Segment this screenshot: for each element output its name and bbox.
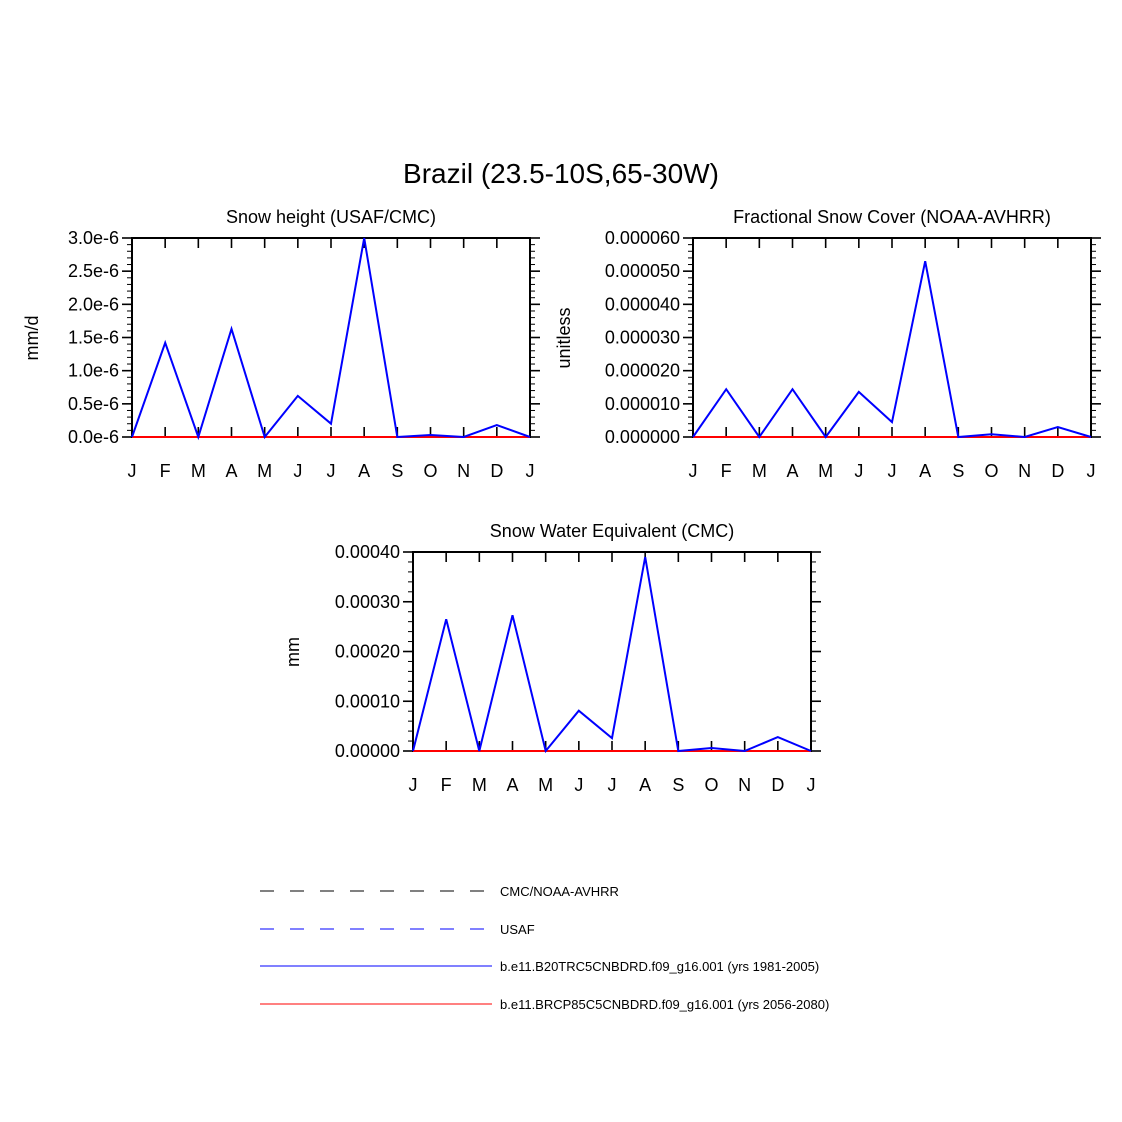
x-tick-label: A — [639, 775, 651, 795]
x-tick-label: O — [984, 461, 998, 481]
y-tick-label: 0.00040 — [335, 542, 400, 562]
y-axis-label: mm/d — [22, 316, 42, 361]
x-tick-label: J — [807, 775, 816, 795]
x-tick-label: A — [358, 461, 370, 481]
legend-label: b.e11.B20TRC5CNBDRD.f09_g16.001 (yrs 198… — [500, 959, 819, 974]
y-tick-label: 0.00000 — [335, 741, 400, 761]
series-line-0 — [131, 237, 531, 441]
x-tick-label: O — [704, 775, 718, 795]
x-tick-label: J — [327, 461, 336, 481]
y-tick-label: 2.5e-6 — [68, 261, 119, 281]
x-tick-label: J — [608, 775, 617, 795]
x-tick-label: M — [472, 775, 487, 795]
x-tick-label: M — [191, 461, 206, 481]
x-tick-label: D — [771, 775, 784, 795]
x-tick-label: N — [457, 461, 470, 481]
y-tick-label: 1.5e-6 — [68, 328, 119, 348]
x-tick-label: J — [1087, 461, 1096, 481]
legend: CMC/NOAA-AVHRR USAF b.e11.B20TRC5CNBDRD.… — [260, 884, 829, 1012]
x-tick-label: S — [672, 775, 684, 795]
y-tick-label: 0.000020 — [605, 361, 680, 381]
plot-marks: J F M A M J J A S O N D J0.0e-60.5e-61.0e-61.5e-62.0… — [68, 228, 540, 481]
x-tick-label: A — [786, 461, 798, 481]
y-tick-label: 0.000030 — [605, 328, 680, 348]
x-tick-label: A — [506, 775, 518, 795]
y-tick-label: 3.0e-6 — [68, 228, 119, 248]
x-tick-label: S — [952, 461, 964, 481]
x-tick-label: J — [409, 775, 418, 795]
x-tick-label: F — [441, 775, 452, 795]
legend-label: CMC/NOAA-AVHRR — [500, 884, 619, 899]
x-tick-label: N — [1018, 461, 1031, 481]
plot-marks: J F M A M J J A S O N D J0.0000000.0000100.0000200.0… — [605, 228, 1101, 481]
panel-title: Snow Water Equivalent (CMC) — [490, 521, 734, 541]
x-tick-label: A — [225, 461, 237, 481]
legend-item: CMC/NOAA-AVHRR — [260, 884, 619, 899]
x-tick-label: J — [854, 461, 863, 481]
panel-title: Snow height (USAF/CMC) — [226, 207, 436, 227]
x-tick-label: N — [738, 775, 751, 795]
x-tick-label: J — [888, 461, 897, 481]
y-tick-label: 0.000010 — [605, 394, 680, 414]
legend-item: b.e11.B20TRC5CNBDRD.f09_g16.001 (yrs 198… — [260, 959, 819, 974]
x-tick-label: M — [752, 461, 767, 481]
x-tick-label: O — [423, 461, 437, 481]
x-tick-label: D — [1051, 461, 1064, 481]
series-line-0 — [692, 260, 1092, 439]
main-title: Brazil (23.5-10S,65-30W) — [403, 158, 719, 189]
x-tick-label: D — [490, 461, 503, 481]
y-tick-label: 0.00020 — [335, 642, 400, 662]
y-tick-label: 1.0e-6 — [68, 361, 119, 381]
plot-frame — [692, 237, 1092, 438]
panel-title: Fractional Snow Cover (NOAA-AVHRR) — [733, 207, 1051, 227]
x-tick-label: F — [160, 461, 171, 481]
y-tick-label: 0.000000 — [605, 427, 680, 447]
y-tick-label: 0.000050 — [605, 261, 680, 281]
x-tick-label: J — [526, 461, 535, 481]
legend-label: b.e11.BRCP85C5CNBDRD.f09_g16.001 (yrs 20… — [500, 997, 829, 1012]
legend-item: USAF — [260, 922, 535, 937]
legend-item: b.e11.BRCP85C5CNBDRD.f09_g16.001 (yrs 20… — [260, 997, 829, 1012]
x-tick-label: J — [128, 461, 137, 481]
y-tick-label: 0.000040 — [605, 294, 680, 314]
series-line-0 — [412, 556, 812, 754]
y-tick-label: 0.00010 — [335, 691, 400, 711]
x-tick-label: A — [919, 461, 931, 481]
legend-label: USAF — [500, 922, 535, 937]
y-tick-label: 0.0e-6 — [68, 427, 119, 447]
y-tick-label: 0.00030 — [335, 592, 400, 612]
y-tick-label: 2.0e-6 — [68, 294, 119, 314]
y-tick-label: 0.5e-6 — [68, 394, 119, 414]
x-tick-label: M — [257, 461, 272, 481]
plot-marks: J F M A M J J A S O N D J0.000000.000100.000200.0003… — [335, 542, 821, 795]
x-tick-label: M — [818, 461, 833, 481]
y-tick-label: 0.000060 — [605, 228, 680, 248]
x-tick-label: J — [293, 461, 302, 481]
x-tick-label: M — [538, 775, 553, 795]
plot-frame — [131, 237, 531, 438]
x-tick-label: J — [689, 461, 698, 481]
x-tick-label: S — [391, 461, 403, 481]
panel-fractional-snow-cover: Fractional Snow Cover (NOAA-AVHRR) unitl… — [554, 207, 1101, 481]
y-axis-label: mm — [283, 637, 303, 667]
x-tick-label: J — [574, 775, 583, 795]
y-axis-label: unitless — [554, 307, 574, 368]
x-tick-label: F — [721, 461, 732, 481]
